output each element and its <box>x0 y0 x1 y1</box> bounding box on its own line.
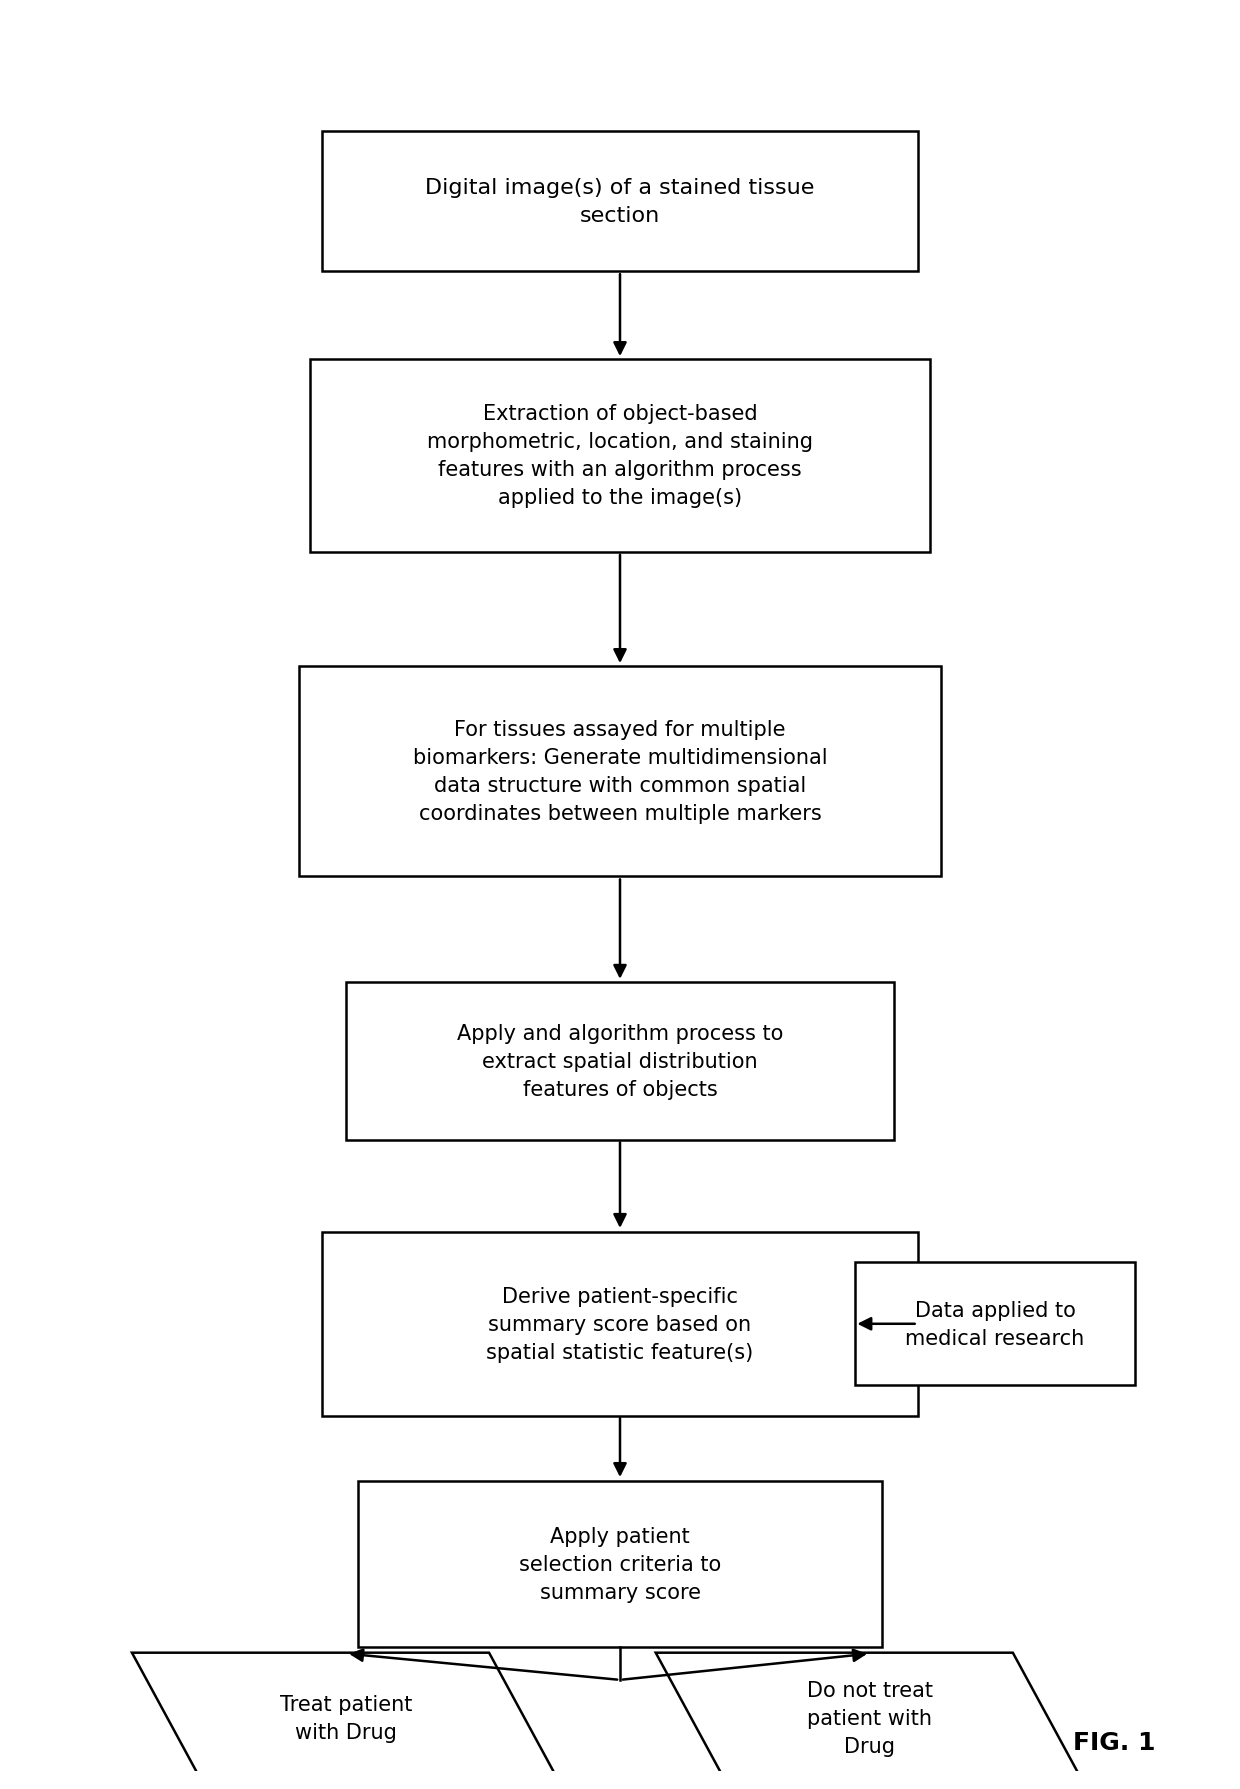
Text: FIG. 1: FIG. 1 <box>1073 1730 1156 1753</box>
Text: Apply and algorithm process to
extract spatial distribution
features of objects: Apply and algorithm process to extract s… <box>456 1023 784 1098</box>
Bar <box>299 667 941 877</box>
Text: Do not treat
patient with
Drug: Do not treat patient with Drug <box>807 1680 932 1757</box>
Text: Treat patient
with Drug: Treat patient with Drug <box>280 1694 413 1742</box>
Bar <box>322 132 918 272</box>
Polygon shape <box>656 1653 1084 1784</box>
Text: Digital image(s) of a stained tissue
section: Digital image(s) of a stained tissue sec… <box>425 177 815 225</box>
Bar <box>310 360 930 553</box>
Text: Extraction of object-based
morphometric, location, and staining
features with an: Extraction of object-based morphometric,… <box>427 404 813 508</box>
Bar <box>346 982 894 1140</box>
Bar <box>856 1263 1135 1385</box>
Text: For tissues assayed for multiple
biomarkers: Generate multidimensional
data stru: For tissues assayed for multiple biomark… <box>413 719 827 823</box>
Bar <box>358 1481 882 1648</box>
Text: Data applied to
medical research: Data applied to medical research <box>905 1301 1085 1349</box>
Text: Derive patient-specific
summary score based on
spatial statistic feature(s): Derive patient-specific summary score ba… <box>486 1286 754 1361</box>
Bar <box>322 1233 918 1417</box>
Polygon shape <box>131 1653 560 1784</box>
Text: Apply patient
selection criteria to
summary score: Apply patient selection criteria to summ… <box>518 1526 722 1603</box>
